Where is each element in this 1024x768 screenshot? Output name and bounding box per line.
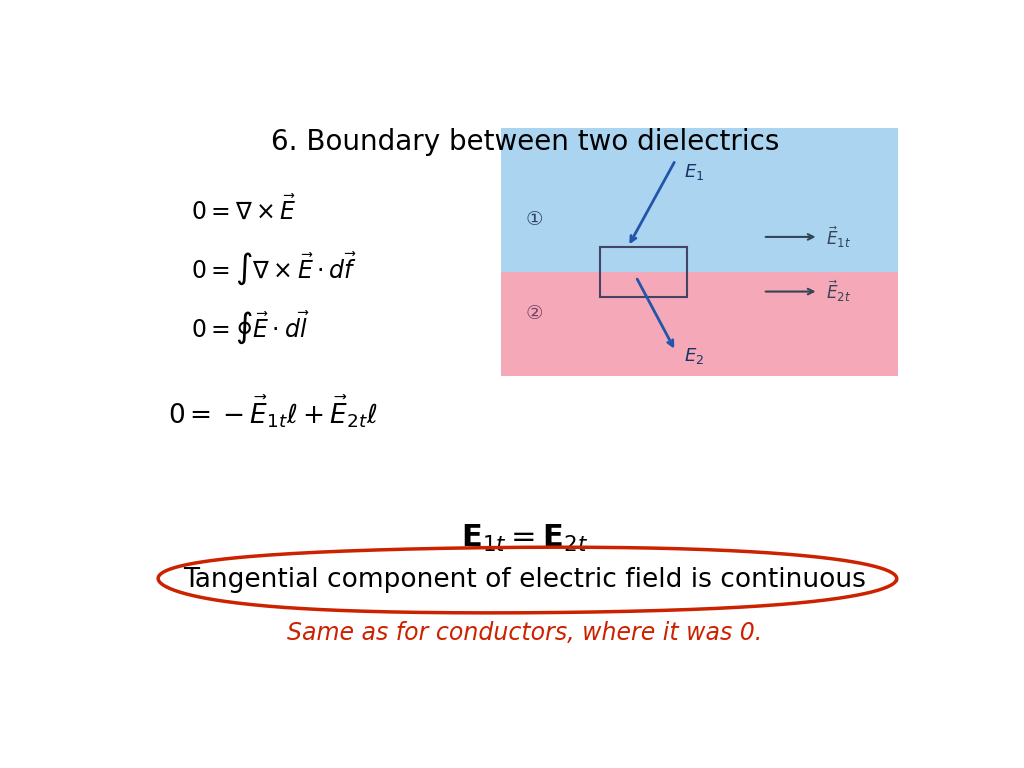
Text: ②: ② xyxy=(526,304,544,323)
Bar xyxy=(501,127,898,272)
Text: $0 = -\vec{E}_{1t}\ell + \vec{E}_{2t}\ell$: $0 = -\vec{E}_{1t}\ell + \vec{E}_{2t}\el… xyxy=(168,393,377,430)
Text: $0 = \int \nabla \times \vec{E} \cdot d\vec{f}$: $0 = \int \nabla \times \vec{E} \cdot d\… xyxy=(191,251,357,288)
Text: $\mathbf{E}_{1t} = \mathbf{E}_{2t}$: $\mathbf{E}_{1t} = \mathbf{E}_{2t}$ xyxy=(461,523,589,554)
Text: $0 = \oint \vec{E} \cdot d\vec{l}$: $0 = \oint \vec{E} \cdot d\vec{l}$ xyxy=(191,310,310,347)
Text: $E_2$: $E_2$ xyxy=(684,346,703,366)
Bar xyxy=(501,272,898,376)
Text: 6. Boundary between two dielectrics: 6. Boundary between two dielectrics xyxy=(270,127,779,156)
Bar xyxy=(600,247,687,296)
Text: Tangential component of electric field is continuous: Tangential component of electric field i… xyxy=(183,567,866,593)
Text: $\vec{E}_{2t}$: $\vec{E}_{2t}$ xyxy=(826,279,851,304)
Text: ①: ① xyxy=(526,210,544,229)
Text: $\vec{E}_{1t}$: $\vec{E}_{1t}$ xyxy=(826,224,851,250)
Text: $0 = \nabla \times \vec{E}$: $0 = \nabla \times \vec{E}$ xyxy=(191,196,297,225)
Text: $E_1$: $E_1$ xyxy=(684,162,703,182)
Text: Same as for conductors, where it was 0.: Same as for conductors, where it was 0. xyxy=(287,621,763,645)
